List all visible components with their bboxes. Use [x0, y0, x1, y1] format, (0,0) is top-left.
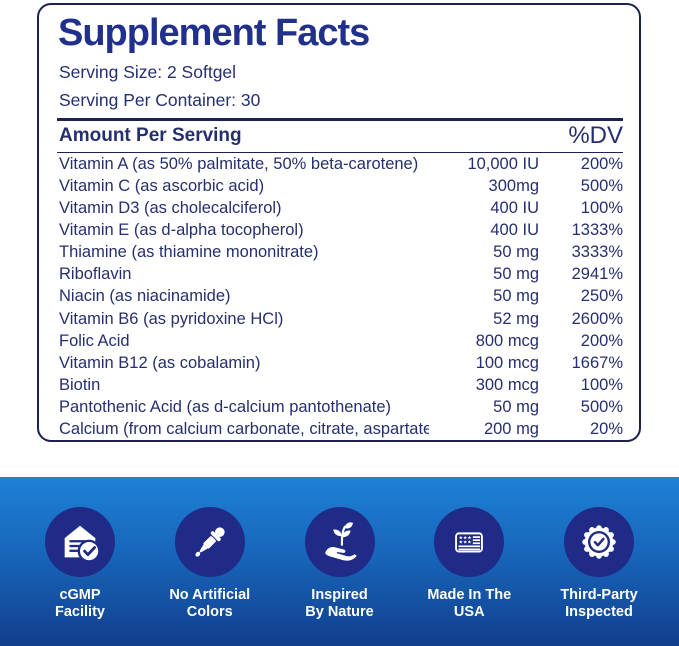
nutrient-row: Biotin 300 mcg 100% [57, 374, 623, 396]
nutrient-row: Pantothenic Acid (as d-calcium pantothen… [57, 396, 623, 418]
nutrient-name: Niacin (as niacinamide) [59, 287, 231, 306]
nutrient-name: Biotin [59, 375, 101, 394]
nutrient-name: Riboflavin [59, 265, 132, 284]
nutrient-dv: 20% [589, 419, 623, 438]
badge-label-line1: No Artificial [169, 587, 251, 603]
nutrient-amount: 50 mg [493, 287, 539, 306]
third-party-inspected-icon [582, 525, 616, 559]
badge-label-line2: Colors [186, 604, 233, 620]
badge-label-line2: By Nature [305, 604, 374, 620]
footer-band: cGMP Facility No Artificial [0, 477, 679, 646]
nutrient-dv: 500% [580, 176, 623, 195]
nutrient-name: Folic Acid [59, 331, 130, 350]
badge-made-in-usa: Made In The USA [407, 507, 531, 646]
badge-label: Made In The USA [427, 587, 511, 621]
serving-size: Serving Size: 2 Softgel [59, 62, 237, 82]
nutrient-row: Vitamin E (as d-alpha tocopherol) 400 IU… [57, 220, 623, 242]
nutrient-amount: 52 mg [493, 309, 539, 328]
badge-no-artificial-colors: No Artificial Colors [148, 507, 272, 646]
badge-label: cGMP Facility [55, 587, 105, 621]
nutrient-dv: 500% [580, 397, 623, 416]
amount-per-serving-label: Amount Per Serving [59, 125, 242, 146]
table-header-row: Amount Per Serving %DV [57, 121, 623, 152]
badge-label: No Artificial Colors [169, 587, 250, 621]
nutrient-row: Vitamin A (as 50% palmitate, 50% beta-ca… [57, 153, 623, 175]
nutrient-dv: 1333% [571, 221, 623, 240]
cgmp-facility-icon [64, 525, 101, 563]
nutrient-name: Vitamin B12 (as cobalamin) [59, 353, 261, 372]
nutrient-dv: 3333% [571, 243, 623, 262]
nutrient-amount: 300 mcg [475, 375, 539, 394]
badge-third-party-inspected: Third-Party Inspected [537, 507, 661, 646]
nutrient-dv: 100% [580, 375, 623, 394]
facts-rows: Vitamin A (as 50% palmitate, 50% beta-ca… [57, 153, 623, 440]
no-artificial-colors-icon [195, 527, 225, 557]
nutrient-row: Vitamin B12 (as cobalamin) 100 mcg 1667% [57, 352, 623, 374]
badge-label-line1: Made In The [427, 587, 512, 603]
serving-per-container: Serving Per Container: 30 [59, 89, 261, 110]
nutrient-name: Vitamin C (as ascorbic acid) [59, 176, 265, 195]
nutrient-name: Vitamin D3 (as cholecalciferol) [59, 199, 282, 218]
nutrient-amount: 100 mcg [475, 353, 539, 372]
badge-label: Third-Party Inspected [560, 587, 637, 621]
badge-label-line2: Facility [55, 604, 105, 620]
supplement-facts-panel: Supplement Facts Serving Size: 2 Softgel… [37, 3, 641, 442]
nutrient-row: Riboflavin 50 mg 2941% [57, 264, 623, 286]
nutrient-amount: 50 mg [493, 397, 539, 416]
nutrient-amount: 50 mg [493, 243, 539, 262]
nutrient-name: Vitamin A (as 50% palmitate, 50% beta-ca… [59, 154, 419, 173]
nutrient-amount: 800 mcg [475, 331, 539, 350]
nutrient-row: Vitamin C (as ascorbic acid) 300mg 500% [57, 175, 623, 197]
nutrient-dv: 200% [580, 154, 623, 173]
nutrient-name: Thiamine (as thiamine mononitrate) [59, 243, 319, 262]
badge-label-line2: Inspected [565, 604, 633, 620]
nutrient-name: Vitamin E (as d-alpha tocopherol) [59, 221, 304, 240]
nutrient-dv: 200% [580, 331, 623, 350]
nutrient-name: Vitamin B6 (as pyridoxine HCl) [59, 309, 284, 328]
panel-title: Supplement Facts [58, 12, 370, 54]
nutrient-dv: 2600% [571, 309, 623, 328]
badge-label-line1: Third-Party [560, 587, 638, 603]
nutrient-name: Pantothenic Acid (as d-calcium pantothen… [59, 397, 392, 416]
nutrient-dv: 100% [580, 199, 623, 218]
badge-cgmp-facility: cGMP Facility [18, 507, 142, 646]
inspired-by-nature-icon [324, 522, 357, 561]
made-in-usa-icon [455, 532, 484, 553]
divider-thick [57, 118, 623, 121]
badge-label-line2: USA [453, 604, 485, 620]
badge-label: Inspired By Nature [305, 587, 374, 621]
nutrient-row: Vitamin B6 (as pyridoxine HCl) 52 mg 260… [57, 308, 623, 330]
nutrient-row: Folic Acid 800 mcg 200% [57, 330, 623, 352]
nutrient-dv: 1667% [571, 353, 623, 372]
nutrient-dv: 250% [580, 287, 623, 306]
nutrient-amount: 10,000 IU [467, 154, 539, 173]
nutrient-row: Calcium (from calcium carbonate, citrate… [57, 418, 623, 440]
badge-label-line1: cGMP [59, 587, 101, 603]
nutrient-dv: 2941% [571, 265, 623, 284]
nutrient-amount: 200 mg [483, 419, 539, 438]
badge-label-line1: Inspired [311, 587, 368, 603]
nutrient-amount: 400 IU [490, 199, 539, 218]
badge-inspired-by-nature: Inspired By Nature [278, 507, 402, 646]
nutrient-amount: 50 mg [493, 265, 539, 284]
divider-thin [57, 151, 623, 154]
nutrient-name: Calcium (from calcium carbonate, citrate… [59, 419, 429, 438]
nutrient-row: Vitamin D3 (as cholecalciferol) 400 IU 1… [57, 197, 623, 219]
nutrient-row: Thiamine (as thiamine mononitrate) 50 mg… [57, 242, 623, 264]
nutrient-amount: 300mg [488, 176, 539, 195]
nutrient-row: Niacin (as niacinamide) 50 mg 250% [57, 286, 623, 308]
nutrient-amount: 400 IU [490, 221, 539, 240]
percent-dv-label: %DV [568, 122, 623, 149]
